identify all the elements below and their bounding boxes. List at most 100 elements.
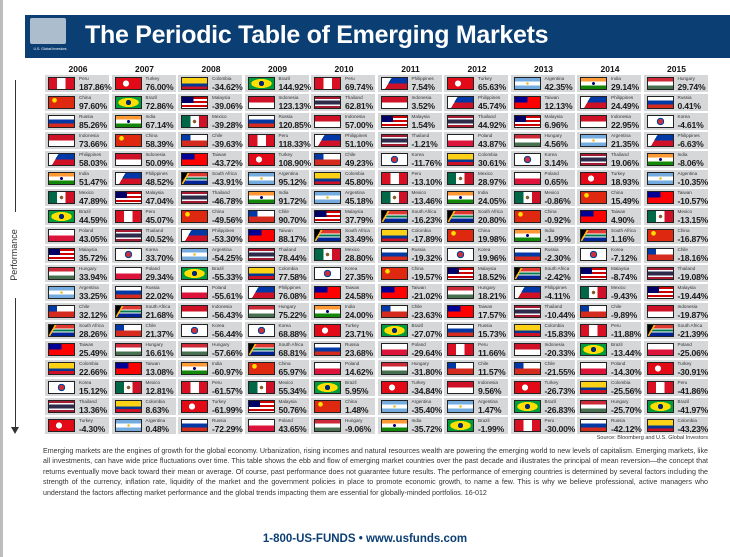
chile-flag-icon [247,210,275,223]
country-return: 15.49% [611,195,639,206]
performance-label: Performance [9,212,19,298]
header-banner: U.S. Global Investors The Periodic Table… [25,15,730,58]
country-cell: Colombia 22.66% [45,360,109,377]
philippines-flag-icon [380,77,408,90]
country-cell: Indonesia 3.52% [377,94,442,111]
country-return: -9.89% [611,309,638,320]
turkey-flag-icon [181,400,208,413]
country-cell: South Africa 68.81% [244,341,309,358]
thailand-flag-icon [314,96,341,109]
country-cell: Peru 69.74% [311,75,375,92]
country-name: India [478,190,488,195]
country-cell: Philippines -6.63% [643,132,708,149]
country-cell: China 19.98% [444,227,508,244]
chile-flag-icon [114,324,142,337]
country-name: South Africa [278,342,304,347]
south-africa-flag-icon [380,210,408,223]
colombia-flag-icon [447,153,474,166]
country-name: South Africa [212,171,237,176]
contact-footer: 1-800-US-FUNDS • www.usfunds.com [262,533,468,545]
country-return: 28.26% [79,328,107,339]
country-name: Poland [544,171,559,176]
india-flag-icon [181,362,208,375]
country-name: Korea [79,380,92,385]
country-name: Brazil [544,399,557,404]
country-name: South Africa [544,266,570,271]
country-name: India [544,228,555,233]
country-return: 24.05% [478,195,506,206]
country-name: Argentina [677,171,698,176]
country-cell: Indonesia 123.13% [244,94,311,111]
country-name: Taiwan [145,361,160,366]
russia-flag-icon [314,343,341,356]
country-name: Brazil [611,342,623,347]
country-name: Colombia [212,76,232,81]
country-return: -0.92% [544,214,571,225]
country-name: Philippines [611,95,634,100]
turkey-flag-icon [580,172,607,185]
country-cell: India 91.72% [244,189,309,206]
country-cell: Peru 187.86% [45,75,112,92]
country-cell: Chile -21.55% [510,360,575,377]
peru-flag-icon [247,134,275,147]
country-return: 16.61% [145,347,174,358]
year-header: 2011 [401,64,420,74]
page-edge [0,0,3,557]
country-cell: Chile -18.16% [643,246,708,263]
taiwan-flag-icon [513,96,541,109]
country-name: Poland [79,228,94,233]
country-cell: Taiwan 88.17% [244,227,309,244]
country-name: Russia [145,285,160,290]
country-cell: Malaysia 47.04% [111,189,176,206]
country-cell: Poland -29.64% [377,341,442,358]
country-cell: Thailand 78.44% [244,246,309,263]
logo-text: U.S. Global Investors [33,47,67,51]
country-name: Colombia [345,171,365,176]
country-name: Korea [677,114,690,119]
country-cell: Brazil -1.99% [444,417,508,434]
philippines-flag-icon [114,172,142,185]
hungary-flag-icon [447,286,474,299]
country-cell: Argentina -54.25% [178,246,243,263]
country-cell: Mexico -13.15% [643,208,708,225]
country-cell: China -0.92% [510,208,575,225]
country-return: -26.73% [544,385,576,396]
country-name: Philippines [677,133,700,138]
country-return: 12.13% [544,100,573,111]
country-return: -6.63% [677,138,704,149]
country-cell: Philippines -53.30% [178,227,243,244]
country-return: -43.72% [212,157,243,168]
philippines-flag-icon [314,134,341,147]
year-header: 2009 [268,64,287,74]
malaysia-flag-icon [247,400,275,413]
country-return: 22.02% [145,290,174,301]
country-name: Poland [145,266,160,271]
country-name: Russia [278,114,293,119]
country-cell: South Africa -43.91% [178,170,243,187]
country-cell: Colombia -15.83% [510,322,575,339]
hungary-flag-icon [314,419,341,432]
south-africa-flag-icon [314,229,341,242]
country-name: Mexico [478,171,493,176]
country-name: Poland [677,342,692,347]
country-name: Malaysia [478,266,497,271]
colombia-flag-icon [181,77,208,90]
country-cell: Hungary -9.06% [311,417,375,434]
country-return: -56.43% [212,309,243,320]
peru-flag-icon [48,77,75,90]
country-return: -16.87% [677,233,709,244]
country-cell: Indonesia 73.66% [45,132,109,149]
colombia-flag-icon [48,362,75,375]
country-name: Malaysia [278,399,297,404]
indonesia-flag-icon [580,115,607,128]
country-name: Malaysia [544,114,563,119]
year-header: 2008 [201,64,221,74]
korea-flag-icon [447,248,474,261]
country-return: 97.60% [79,100,107,111]
brazil-flag-icon [646,400,674,413]
country-name: Colombia [611,380,631,385]
country-cell: Korea 27.35% [311,265,375,282]
country-cell: Peru -11.88% [577,322,641,339]
country-cell: Philippines 48.52% [111,170,176,187]
country-return: -55.61% [212,290,243,301]
